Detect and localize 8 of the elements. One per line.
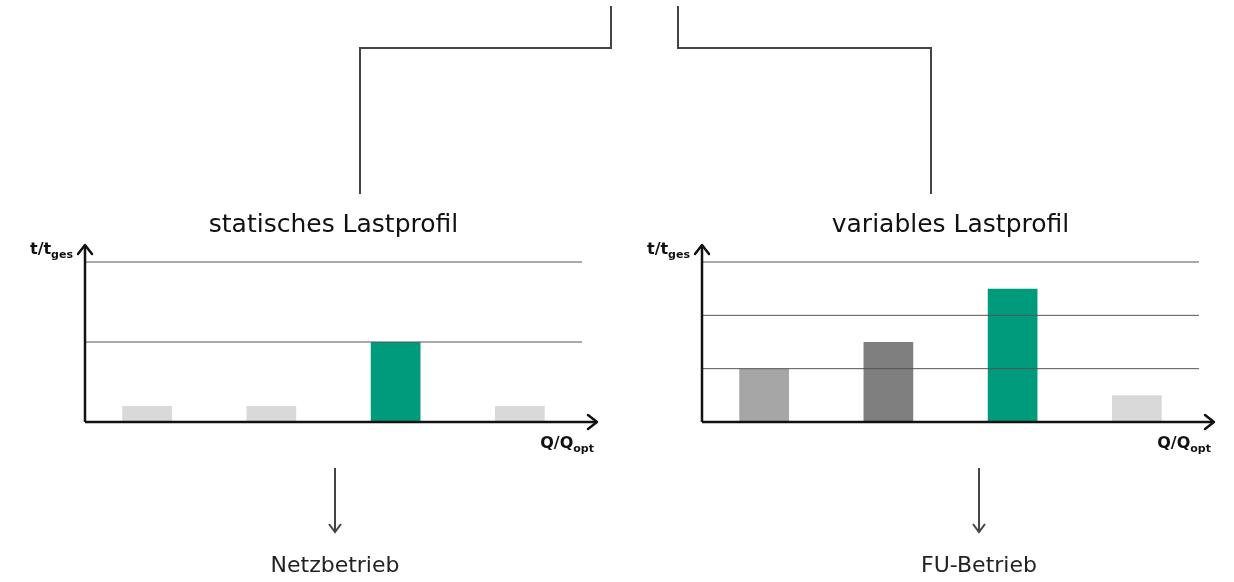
text: FU-Betrieb	[921, 552, 1037, 577]
chart-title: variables Lastprofil	[831, 208, 1070, 238]
text: Netzbetrieb	[270, 552, 400, 577]
bar	[1112, 395, 1162, 422]
bar	[987, 288, 1038, 422]
bar	[863, 342, 914, 422]
chart-title: statisches Lastprofil	[208, 208, 459, 238]
bar	[739, 368, 789, 422]
